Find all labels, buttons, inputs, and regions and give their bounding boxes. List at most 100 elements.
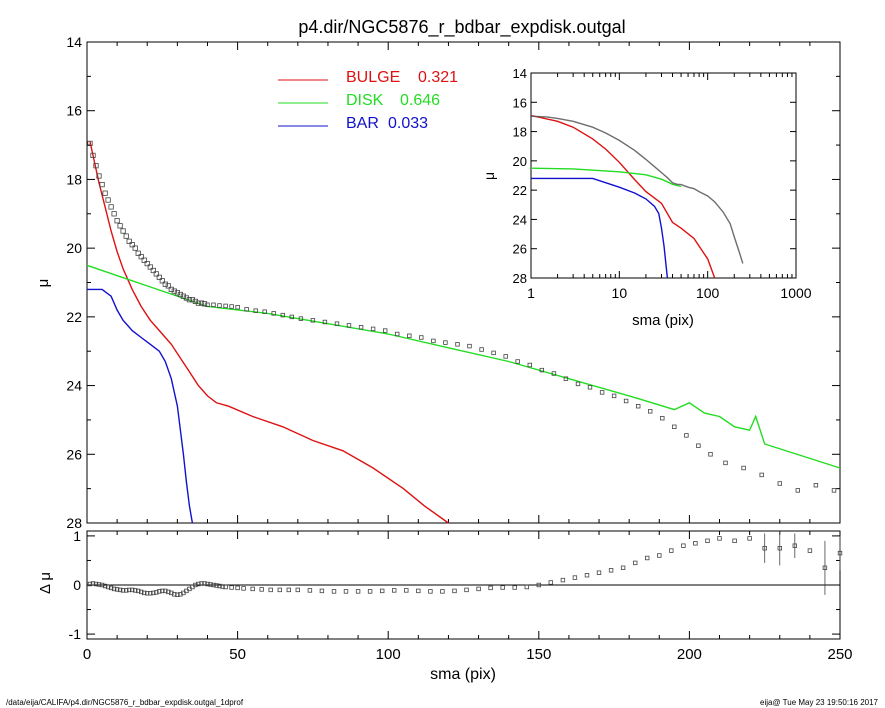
main-profile-panel: 14 16 18 20 22 24 26 28 μ BULGE 0.321 DISK 0.64… — [35, 34, 841, 531]
main-data-point — [467, 343, 472, 349]
main-data-point — [382, 328, 388, 333]
residual-data-point — [440, 589, 445, 594]
residual-data-point — [166, 589, 171, 595]
residual-data-point — [172, 592, 177, 597]
chart-title: p4.dir/NGC5876_r_bdbar_expdisk.outgal — [298, 17, 625, 38]
main-data-point — [298, 316, 304, 321]
residual-data-point — [536, 582, 541, 588]
residual-data-point — [608, 568, 614, 573]
residual-data-point — [148, 591, 153, 596]
main-data-point — [93, 163, 99, 169]
inset-axes: 14 16 18 20 22 24 26 281 10 100 1000 — [513, 66, 812, 301]
residual-data-point — [117, 587, 123, 593]
main-data-point — [551, 371, 557, 376]
legend-bar-label: BAR — [346, 115, 379, 132]
main-data-point — [253, 308, 258, 313]
inset-series-bar — [531, 177, 669, 279]
residual-data-point — [163, 588, 168, 594]
main-data-point — [174, 290, 180, 296]
residual-data-point — [96, 582, 102, 587]
residual-data-point — [132, 588, 138, 593]
residual-data-point — [127, 587, 132, 593]
main-data-point — [99, 181, 105, 188]
main-data-point — [138, 254, 144, 260]
main-data-point — [696, 443, 701, 448]
main-data-point — [102, 190, 108, 196]
legend-bulge-value: 0.321 — [418, 69, 458, 86]
residual-data-point — [235, 585, 240, 591]
main-data-point — [123, 233, 129, 239]
residual-data-point — [220, 584, 225, 589]
main-data-point — [455, 342, 460, 347]
main-data-point — [229, 304, 234, 309]
main-data-point — [211, 302, 216, 307]
main-data-point — [153, 271, 159, 277]
main-data-point — [660, 415, 665, 421]
residual-data-point — [596, 570, 602, 575]
main-data-point — [235, 304, 240, 310]
main-data-point — [87, 140, 93, 146]
inset-y-tick-label: 18 — [513, 125, 527, 140]
main-data-point — [126, 238, 132, 244]
main-data-point — [171, 288, 177, 294]
residual-data-point — [229, 585, 234, 590]
main-data-point — [280, 312, 285, 318]
main-data-point — [205, 302, 210, 307]
legend-disk-value: 0.646 — [400, 92, 440, 109]
main-data-point — [289, 314, 294, 320]
residual-data-point — [105, 584, 111, 590]
residual-x-tick-label: 0 — [83, 646, 91, 663]
main-data-point — [527, 362, 532, 368]
inset-y-tick-label: 16 — [513, 95, 527, 110]
residual-data-point — [428, 589, 433, 594]
residual-data-point — [512, 585, 517, 590]
main-series-group — [86, 141, 841, 524]
footer-timestamp: eija@ Tue May 23 19:50:16 2017 — [760, 698, 879, 707]
main-data-point — [223, 303, 228, 309]
residual-data-point — [211, 582, 216, 588]
main-data-point — [503, 354, 508, 359]
main-y-tick-label: 22 — [66, 309, 82, 325]
residual-data-point — [120, 588, 126, 593]
inset-series-disk — [530, 167, 682, 188]
residual-data-point — [202, 581, 207, 586]
residual-data-point — [500, 585, 505, 590]
main-data-point — [108, 204, 114, 210]
main-data-point — [394, 331, 400, 337]
main-data-point — [741, 465, 746, 471]
residual-data-point — [572, 575, 578, 580]
residual-data-point — [193, 582, 198, 588]
residual-data-point — [160, 588, 165, 594]
main-data-point — [813, 482, 819, 488]
main-data-point — [611, 393, 617, 399]
legend-bar-value: 0.033 — [388, 115, 428, 132]
residual-data-point — [476, 586, 481, 592]
main-data-point — [623, 398, 629, 404]
residual-data-point — [524, 584, 529, 590]
main-data-point — [168, 286, 174, 293]
main-data-point — [334, 321, 340, 326]
main-data-point — [599, 390, 605, 395]
residual-data-points — [87, 531, 843, 597]
main-data-point — [795, 488, 800, 493]
inset-y-tick-label: 28 — [513, 271, 527, 286]
residual-data-point — [307, 588, 313, 593]
residual-y-tick-label: 0 — [73, 577, 81, 593]
residual-data-point — [196, 581, 201, 587]
residual-data-point — [693, 541, 698, 546]
main-data-point — [217, 303, 222, 308]
inset-x-tick-label: 100 — [696, 285, 720, 301]
residual-data-point — [319, 588, 325, 594]
inset-series-group — [530, 114, 744, 279]
inset-y-axis-label: μ — [481, 172, 497, 180]
residual-data-point — [111, 586, 117, 592]
inset-y-tick-label: 14 — [513, 66, 527, 81]
residual-data-point — [762, 546, 767, 551]
main-data-point — [177, 291, 183, 298]
residual-data-point — [633, 560, 638, 566]
residual-data-point — [777, 546, 782, 551]
main-data-point — [407, 333, 412, 338]
main-data-point — [684, 433, 689, 438]
main-data-point — [539, 367, 544, 373]
main-data-point — [159, 278, 165, 284]
